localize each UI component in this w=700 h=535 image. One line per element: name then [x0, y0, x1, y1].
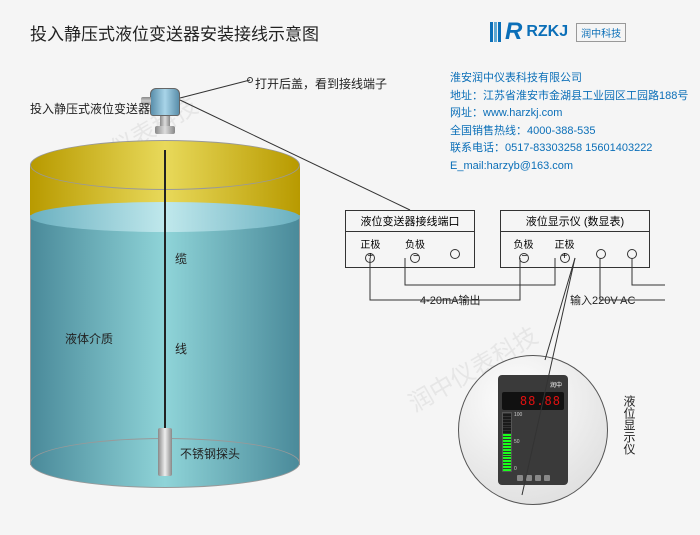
company-hotline: 全国销售热线：4000-388-535 — [450, 123, 680, 141]
display-reading: 88.88 — [502, 392, 564, 410]
probe-icon — [158, 428, 172, 476]
terminal-pos: 正极 — [360, 236, 380, 263]
label-output: 4-20mA输出 — [420, 292, 481, 308]
terminal-spare — [450, 236, 460, 263]
display-brand: 润中 — [502, 379, 564, 390]
company-tel: 联系电话：0517-83303258 15601403222 — [450, 140, 680, 158]
label-display-side: 液位显示仪 — [621, 395, 638, 455]
company-info: 淮安润中仪表科技有限公司 地址：江苏省淮安市金湖县工业园区工园路188号 网址：… — [450, 70, 680, 176]
display-pos: 正极 — [555, 236, 575, 263]
terminal-neg: 负极 — [405, 236, 425, 263]
label-cable: 缆 — [175, 250, 187, 267]
terminal-box-title: 液位变送器接线端口 — [346, 211, 474, 232]
display-box: 液位显示仪 (数显表) 负极 正极 — [500, 210, 650, 268]
bargraph — [502, 412, 512, 472]
label-open-cover: 打开后盖，看到接线端子 — [255, 75, 387, 92]
company-email: E_mail:harzyb@163.com — [450, 158, 680, 176]
company-addr: 地址：江苏省淮安市金湖县工业园区工园路188号 — [450, 88, 680, 106]
display-ac2 — [627, 236, 637, 263]
display-ac1 — [596, 236, 606, 263]
display-neg: 负极 — [514, 236, 534, 263]
logo-bars-icon — [490, 22, 501, 42]
display-box-title: 液位显示仪 (数显表) — [501, 211, 649, 232]
cable-line — [164, 150, 166, 430]
logo-cn: 润中科技 — [576, 23, 626, 42]
label-wire: 线 — [175, 340, 187, 357]
label-transmitter: 投入静压式液位变送器 — [30, 100, 150, 117]
transmitter-icon — [150, 88, 180, 148]
display-buttons — [502, 475, 564, 481]
company-web: 网址：www.harzkj.com — [450, 105, 680, 123]
label-probe: 不锈钢探头 — [180, 445, 240, 462]
company-name: 淮安润中仪表科技有限公司 — [450, 70, 680, 88]
scale: 100500 — [514, 412, 564, 472]
logo-r: R — [505, 18, 522, 46]
display-unit: 润中 88.88 100500 — [498, 375, 568, 485]
logo: R RZKJ 润中科技 — [490, 18, 670, 46]
display-zoom: 润中 88.88 100500 — [458, 355, 608, 505]
label-medium: 液体介质 — [65, 330, 113, 347]
label-input: 输入220V AC — [570, 292, 635, 308]
diagram-title: 投入静压式液位变送器安装接线示意图 — [30, 20, 319, 45]
logo-text: RZKJ — [526, 23, 568, 41]
terminal-box: 液位变送器接线端口 正极 负极 — [345, 210, 475, 268]
